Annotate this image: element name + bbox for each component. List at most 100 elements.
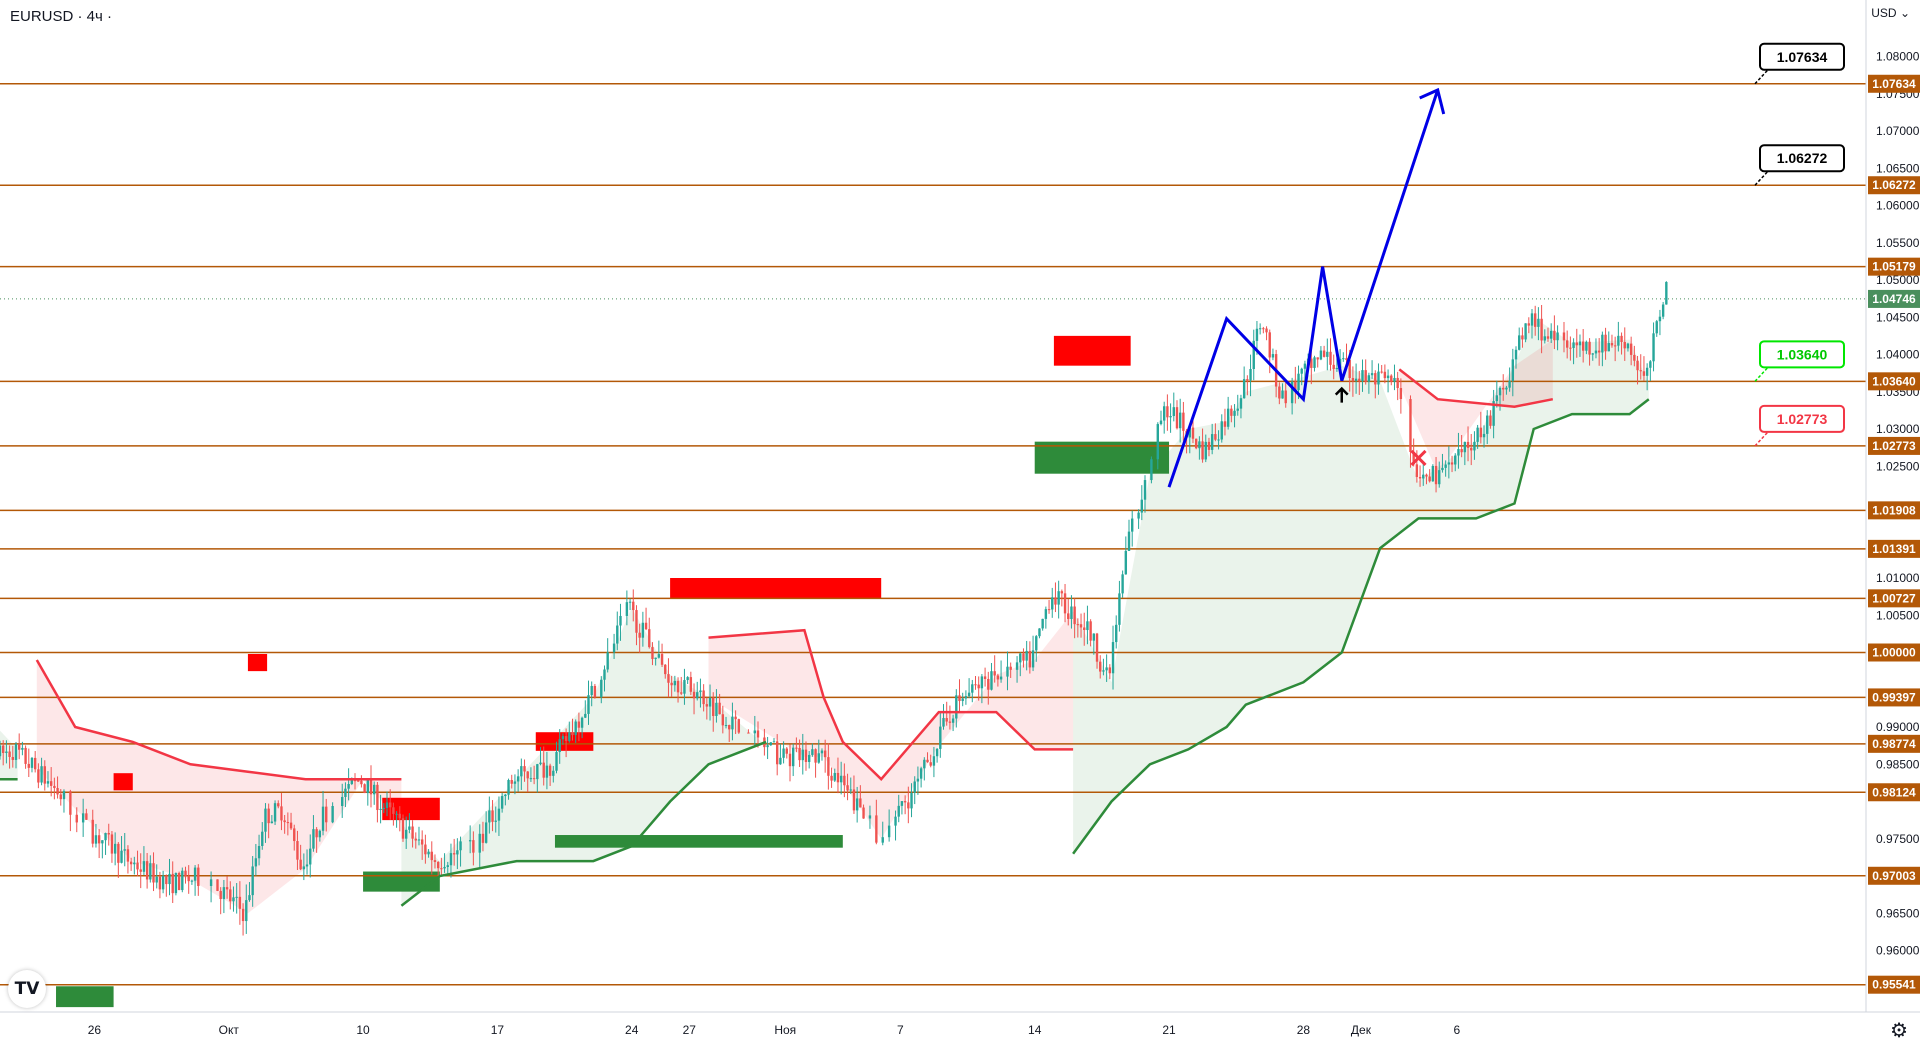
candle-body (1639, 370, 1642, 372)
candle (849, 777, 852, 794)
candle-body (1322, 350, 1326, 357)
candle (827, 743, 830, 790)
candle-body (1518, 335, 1521, 350)
candle (385, 791, 389, 817)
candle-body (1201, 441, 1204, 460)
candle-body (1095, 633, 1099, 662)
demand-zone (1034, 441, 1170, 474)
candle-body (916, 778, 920, 782)
gear-icon[interactable]: ⚙ (1890, 1018, 1908, 1042)
x-tick-label: 10 (356, 1023, 370, 1037)
candle-body (1489, 415, 1492, 426)
candle (747, 729, 750, 734)
candle-body (1534, 313, 1537, 327)
candle-body (657, 654, 661, 658)
candle-body (612, 643, 616, 653)
candle (536, 763, 539, 793)
candle (1054, 582, 1057, 613)
candle-body (846, 785, 849, 791)
candle (245, 884, 248, 934)
candle-body (1038, 628, 1041, 637)
candle-body (1617, 335, 1620, 346)
candle (1633, 345, 1636, 367)
candle (1217, 430, 1220, 450)
candle-body (561, 736, 565, 740)
candle-body (424, 844, 427, 855)
symbol-title[interactable]: EURUSD · 4ч · (10, 8, 112, 25)
callout-value: 1.06272 (1777, 150, 1828, 166)
candle (1070, 595, 1073, 629)
candle-body (1127, 531, 1131, 551)
target-callout: 1.07634 (1754, 42, 1845, 85)
candle (414, 832, 417, 849)
candle (133, 856, 136, 875)
time-axis-bg (0, 1012, 1920, 1046)
candle-body (903, 801, 907, 803)
candle (507, 778, 510, 800)
candle-body (155, 876, 158, 883)
candle-body (446, 865, 449, 867)
candle (1374, 370, 1377, 399)
candle (1425, 473, 1428, 485)
candle (1386, 369, 1390, 393)
candle (907, 786, 910, 824)
candle (1521, 327, 1524, 348)
logo-text: TV (14, 979, 40, 999)
candle (1038, 628, 1041, 639)
candle (126, 845, 130, 874)
candle-body (670, 682, 673, 686)
candle-body (360, 780, 363, 785)
candle-body (110, 834, 114, 854)
candle (1083, 612, 1086, 646)
candle-body (382, 807, 385, 809)
candle-body (357, 780, 360, 782)
candle (283, 814, 286, 834)
candle-body (491, 810, 494, 822)
candle (705, 697, 709, 720)
candle-body (1140, 499, 1144, 513)
candle-body (81, 813, 85, 823)
candle-body (309, 848, 312, 865)
candle-body (1495, 395, 1499, 402)
candle (580, 716, 584, 739)
candle-body (17, 743, 21, 750)
candle-body (1502, 387, 1505, 390)
candle-body (229, 889, 232, 902)
candle-body (772, 741, 776, 743)
candle-body (414, 838, 417, 841)
candle (628, 598, 632, 611)
currency-selector[interactable]: USD ⌄ (1871, 6, 1910, 20)
candle (1578, 334, 1582, 357)
candle (1060, 589, 1064, 607)
candle-body (408, 826, 411, 830)
candle-body (1613, 345, 1617, 347)
tradingview-logo[interactable]: TV (8, 970, 46, 1008)
price-label-bg (1868, 866, 1920, 885)
candle (1505, 385, 1508, 395)
supply-zone (113, 773, 133, 791)
candle-body (699, 690, 702, 693)
candle-body (1473, 441, 1476, 451)
cross-icon (1410, 449, 1427, 466)
candle-body (993, 671, 996, 676)
candle-body (779, 757, 782, 765)
candle-body (967, 692, 971, 697)
candle (161, 870, 165, 894)
level-price-label: 1.01391 (1868, 539, 1920, 558)
candle-body (980, 676, 984, 689)
candle (254, 843, 258, 876)
candle-body (1585, 341, 1588, 351)
candle-body (398, 813, 401, 819)
candle-body (472, 840, 475, 853)
candle-body (702, 690, 705, 705)
candle (593, 683, 597, 699)
y-tick-label: 1.06000 (1876, 199, 1920, 213)
candle-body (468, 840, 472, 842)
candle-body (536, 764, 539, 780)
price-label-text: 0.98774 (1872, 737, 1916, 751)
candle (69, 789, 72, 832)
candle-body (1521, 335, 1524, 340)
candle-body (245, 900, 248, 922)
x-tick-label: 26 (88, 1023, 102, 1037)
